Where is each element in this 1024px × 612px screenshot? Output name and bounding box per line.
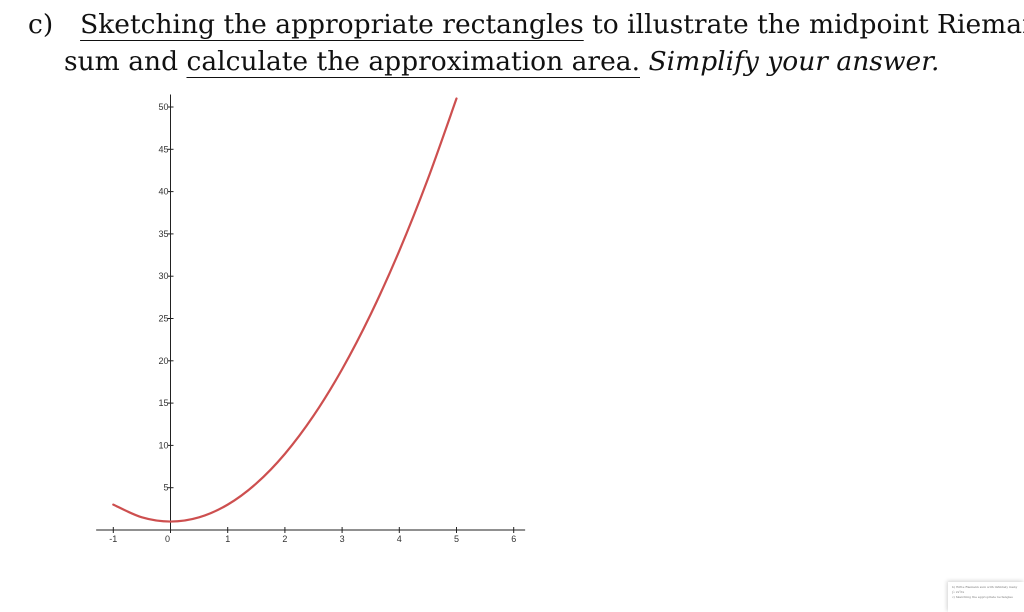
x-tick-label: 1 — [225, 534, 230, 544]
question-line-1: c) Sketching the appropriate rectangles … — [28, 6, 1024, 43]
y-tick-label: 30 — [158, 271, 168, 281]
x-tick-label: -1 — [109, 534, 117, 544]
y-tick-label: 10 — [158, 440, 168, 450]
question-instruction: Simplify your answer. — [648, 46, 940, 77]
x-tick-label: 4 — [397, 534, 402, 544]
question-line-2: sum and calculate the approximation area… — [28, 43, 1008, 80]
x-tick-label: 5 — [454, 534, 459, 544]
x-tick-label: 2 — [282, 534, 287, 544]
y-tick-label: 15 — [158, 398, 168, 408]
y-tick-label: 20 — [158, 356, 168, 366]
function-curve — [112, 97, 458, 523]
y-tick-label: 40 — [158, 187, 168, 197]
x-tick-label: 6 — [511, 534, 516, 544]
y-tick-label: 50 — [158, 102, 168, 112]
question-text-2: sum and — [64, 46, 187, 77]
question-label: c) — [28, 9, 54, 40]
question-underlined-task-1: Sketching the appropriate rectangles — [80, 9, 584, 40]
question-text-1: to illustrate the midpoint Riemann — [583, 9, 1024, 40]
y-tick-label: 35 — [158, 229, 168, 239]
question-text: c) Sketching the appropriate rectangles … — [28, 6, 1024, 80]
x-tick-label: 0 — [165, 534, 170, 544]
thumbnail-line-1: b) Write Riemann sum with infinitely man… — [952, 585, 1018, 589]
x-tick-label: 3 — [340, 534, 345, 544]
question-underlined-task-2: calculate the approximation area. — [186, 46, 640, 77]
thumbnail-line-3: c) Sketching the appropriate rectangles — [952, 595, 1013, 599]
y-tick-label: 25 — [158, 314, 168, 324]
page-thumbnail[interactable]: b) Write Riemann sum with infinitely man… — [948, 582, 1024, 612]
axes-group — [96, 94, 526, 532]
curves-group — [112, 97, 458, 523]
thumbnail-line-2: ∫₀ 2x²dx — [952, 590, 965, 594]
y-tick-label: 45 — [158, 144, 168, 154]
y-tick-label: 5 — [163, 483, 168, 493]
